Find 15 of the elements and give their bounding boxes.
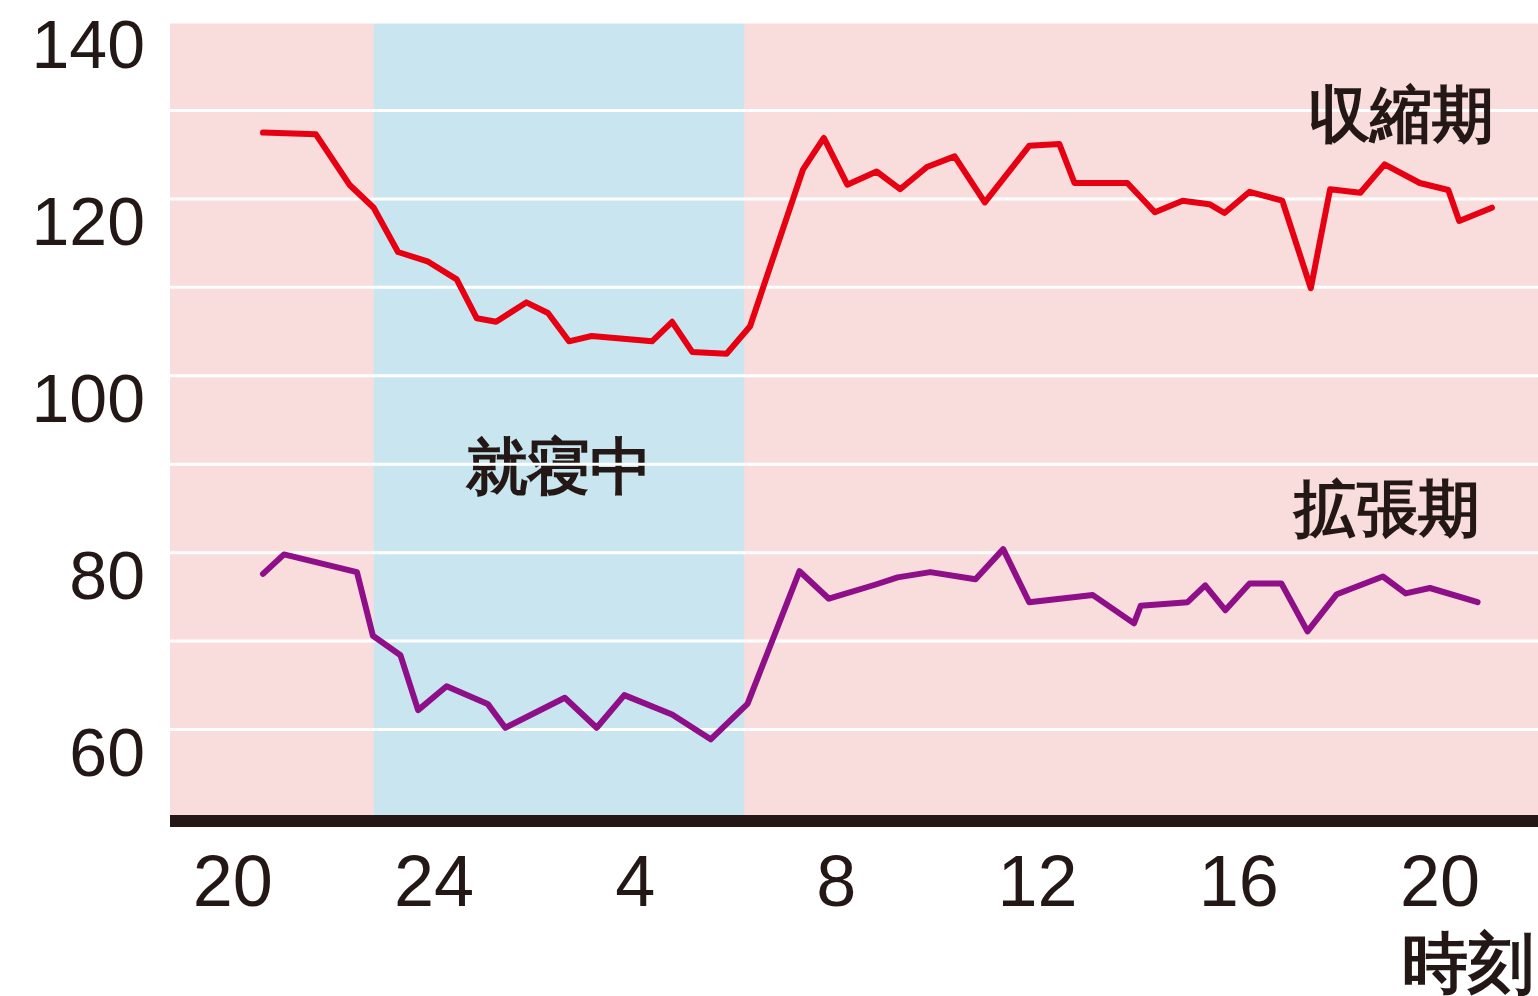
series-label: 収縮期	[1307, 79, 1494, 149]
y-tick-label: 80	[69, 536, 145, 613]
x-tick-label: 8	[816, 841, 857, 921]
band-label: 就寝中	[464, 431, 652, 501]
x-tick-label: 4	[615, 841, 656, 921]
x-tick-label: 24	[394, 841, 475, 921]
y-tick-label: 120	[31, 182, 145, 259]
x-tick-label: 12	[997, 841, 1078, 921]
y-tick-label: 140	[31, 6, 145, 82]
x-tick-label: 16	[1198, 841, 1279, 921]
x-tick-label: 20	[1399, 841, 1480, 921]
y-tick-label: 60	[69, 713, 145, 790]
series-label: 拡張期	[1291, 474, 1480, 544]
x-tick-label: 20	[192, 841, 273, 921]
y-tick-label: 100	[31, 359, 145, 436]
